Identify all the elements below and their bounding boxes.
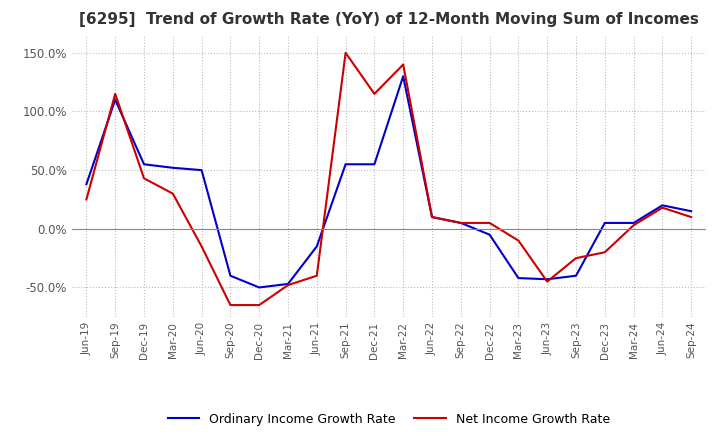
Ordinary Income Growth Rate: [600, 220, 609, 226]
Net Income Growth Rate: [168, 191, 177, 196]
Line: Ordinary Income Growth Rate: Ordinary Income Growth Rate: [86, 76, 691, 287]
Net Income Growth Rate: [428, 214, 436, 220]
Net Income Growth Rate: [658, 205, 667, 210]
Net Income Growth Rate: [255, 302, 264, 308]
Ordinary Income Growth Rate: [140, 161, 148, 167]
Ordinary Income Growth Rate: [514, 275, 523, 281]
Net Income Growth Rate: [687, 214, 696, 220]
Net Income Growth Rate: [140, 176, 148, 181]
Net Income Growth Rate: [629, 223, 638, 228]
Ordinary Income Growth Rate: [197, 168, 206, 173]
Ordinary Income Growth Rate: [428, 214, 436, 220]
Ordinary Income Growth Rate: [629, 220, 638, 226]
Net Income Growth Rate: [197, 244, 206, 249]
Net Income Growth Rate: [111, 91, 120, 96]
Ordinary Income Growth Rate: [572, 273, 580, 279]
Ordinary Income Growth Rate: [370, 161, 379, 167]
Ordinary Income Growth Rate: [82, 182, 91, 187]
Ordinary Income Growth Rate: [312, 244, 321, 249]
Ordinary Income Growth Rate: [341, 161, 350, 167]
Net Income Growth Rate: [514, 238, 523, 243]
Ordinary Income Growth Rate: [399, 73, 408, 79]
Line: Net Income Growth Rate: Net Income Growth Rate: [86, 53, 691, 305]
Net Income Growth Rate: [600, 249, 609, 255]
Net Income Growth Rate: [370, 91, 379, 96]
Net Income Growth Rate: [456, 220, 465, 226]
Net Income Growth Rate: [341, 50, 350, 55]
Ordinary Income Growth Rate: [456, 220, 465, 226]
Legend: Ordinary Income Growth Rate, Net Income Growth Rate: Ordinary Income Growth Rate, Net Income …: [163, 407, 615, 430]
Ordinary Income Growth Rate: [687, 209, 696, 214]
Net Income Growth Rate: [485, 220, 494, 226]
Ordinary Income Growth Rate: [226, 273, 235, 279]
Net Income Growth Rate: [572, 256, 580, 261]
Ordinary Income Growth Rate: [111, 97, 120, 103]
Ordinary Income Growth Rate: [255, 285, 264, 290]
Net Income Growth Rate: [82, 197, 91, 202]
Ordinary Income Growth Rate: [543, 277, 552, 282]
Ordinary Income Growth Rate: [168, 165, 177, 170]
Ordinary Income Growth Rate: [658, 203, 667, 208]
Net Income Growth Rate: [312, 273, 321, 279]
Ordinary Income Growth Rate: [284, 281, 292, 286]
Ordinary Income Growth Rate: [485, 232, 494, 237]
Net Income Growth Rate: [399, 62, 408, 67]
Net Income Growth Rate: [226, 302, 235, 308]
Net Income Growth Rate: [284, 282, 292, 288]
Net Income Growth Rate: [543, 279, 552, 284]
Title: [6295]  Trend of Growth Rate (YoY) of 12-Month Moving Sum of Incomes: [6295] Trend of Growth Rate (YoY) of 12-…: [79, 12, 698, 27]
